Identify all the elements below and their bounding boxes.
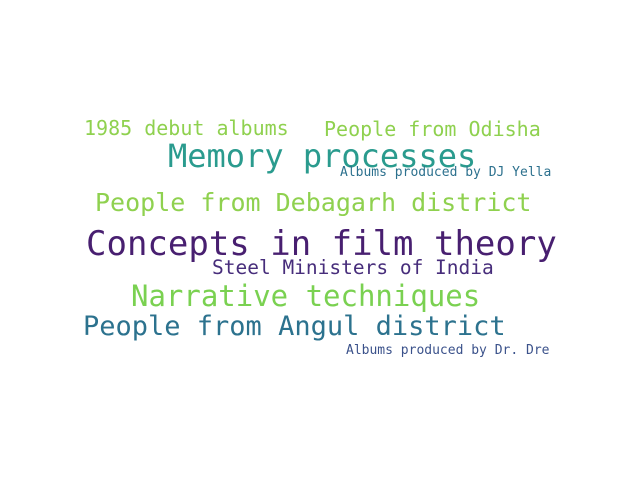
word-people-from-odisha: People from Odisha — [324, 117, 541, 141]
word-memory-processes: Memory processes — [168, 137, 477, 175]
word-albums-produced-by-dj-yella: Albums produced by DJ Yella — [340, 165, 552, 180]
word-people-from-debagarh-district: People from Debagarh district — [95, 188, 532, 217]
word-albums-produced-by-dr-dre: Albums produced by Dr. Dre — [346, 343, 550, 358]
word-narrative-techniques: Narrative techniques — [131, 279, 481, 313]
word-1985-debut-albums: 1985 debut albums — [84, 116, 289, 140]
word-steel-ministers-of-india: Steel Ministers of India — [212, 256, 494, 279]
word-concepts-in-film-theory: Concepts in film theory — [86, 224, 557, 264]
word-people-from-angul-district: People from Angul district — [83, 311, 506, 342]
